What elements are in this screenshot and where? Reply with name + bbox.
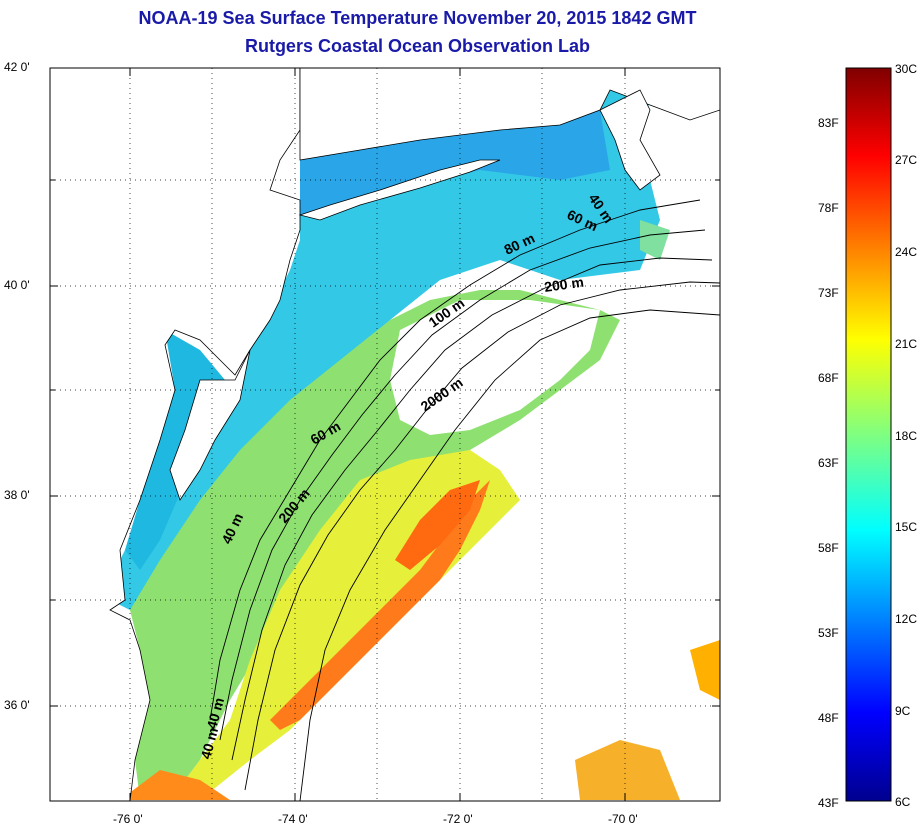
lon-label: -76 0' [113,812,143,826]
colorbar-c-label: 27C [895,153,918,167]
land-mass [50,68,301,801]
contour-label: 40 m [203,696,227,731]
colorbar [845,67,892,802]
lon-label: -72 0' [443,812,473,826]
cloud-patch [390,300,600,435]
colorbar-f-label: 78F [818,201,839,215]
colorbar-c-label: 15C [895,520,918,534]
map-frame [49,67,721,802]
colorbar-f-label: 48F [818,711,839,725]
colorbar-c-label: 9C [895,704,911,718]
lat-label: 42 0' [4,60,30,74]
colorbar-f-label: 73F [818,286,839,300]
colorbar-c-label: 30C [895,62,918,76]
lon-label: -74 0' [278,812,308,826]
lat-label: 36 0' [4,698,30,712]
isobaths [209,199,720,801]
nearshore-blue [300,110,610,215]
colorbar-c-label: 21C [895,337,918,351]
colorbar-f-label: 58F [818,541,839,555]
cape-cod [599,89,661,191]
graticule [50,68,720,801]
map-subtitle: Rutgers Coastal Ocean Observation Lab [244,36,591,56]
map-title: NOAA-19 Sea Surface Temperature November… [138,8,697,28]
colorbar-f-label: 63F [818,456,839,470]
gulf-stream [270,480,490,730]
colorbar-c-label: 18C [895,429,918,443]
lat-label: 38 0' [4,488,30,502]
map-body: 40 m 60 m 80 m 200 m 100 m 2000 m 60 m 2… [50,68,720,801]
lon-label: -70 0' [608,812,638,826]
colorbar-c-label: 24C [895,245,918,259]
frame-ticks [50,68,720,801]
contour-label: 40 m [197,726,221,761]
lat-label: 40 0' [4,278,30,292]
delmarva [169,349,251,501]
long-island [298,159,501,221]
colorbar-f-label: 53F [818,626,839,640]
colorbar-f-label: 43F [818,796,839,810]
contour-label: 200 m [543,274,585,295]
colorbar-f-label: 68F [818,371,839,385]
colorbar-c-label: 6C [895,795,911,809]
colorbar-c-label: 12C [895,612,918,626]
colorbar-f-label: 83F [818,116,839,130]
shelf-water-cool [110,90,660,610]
